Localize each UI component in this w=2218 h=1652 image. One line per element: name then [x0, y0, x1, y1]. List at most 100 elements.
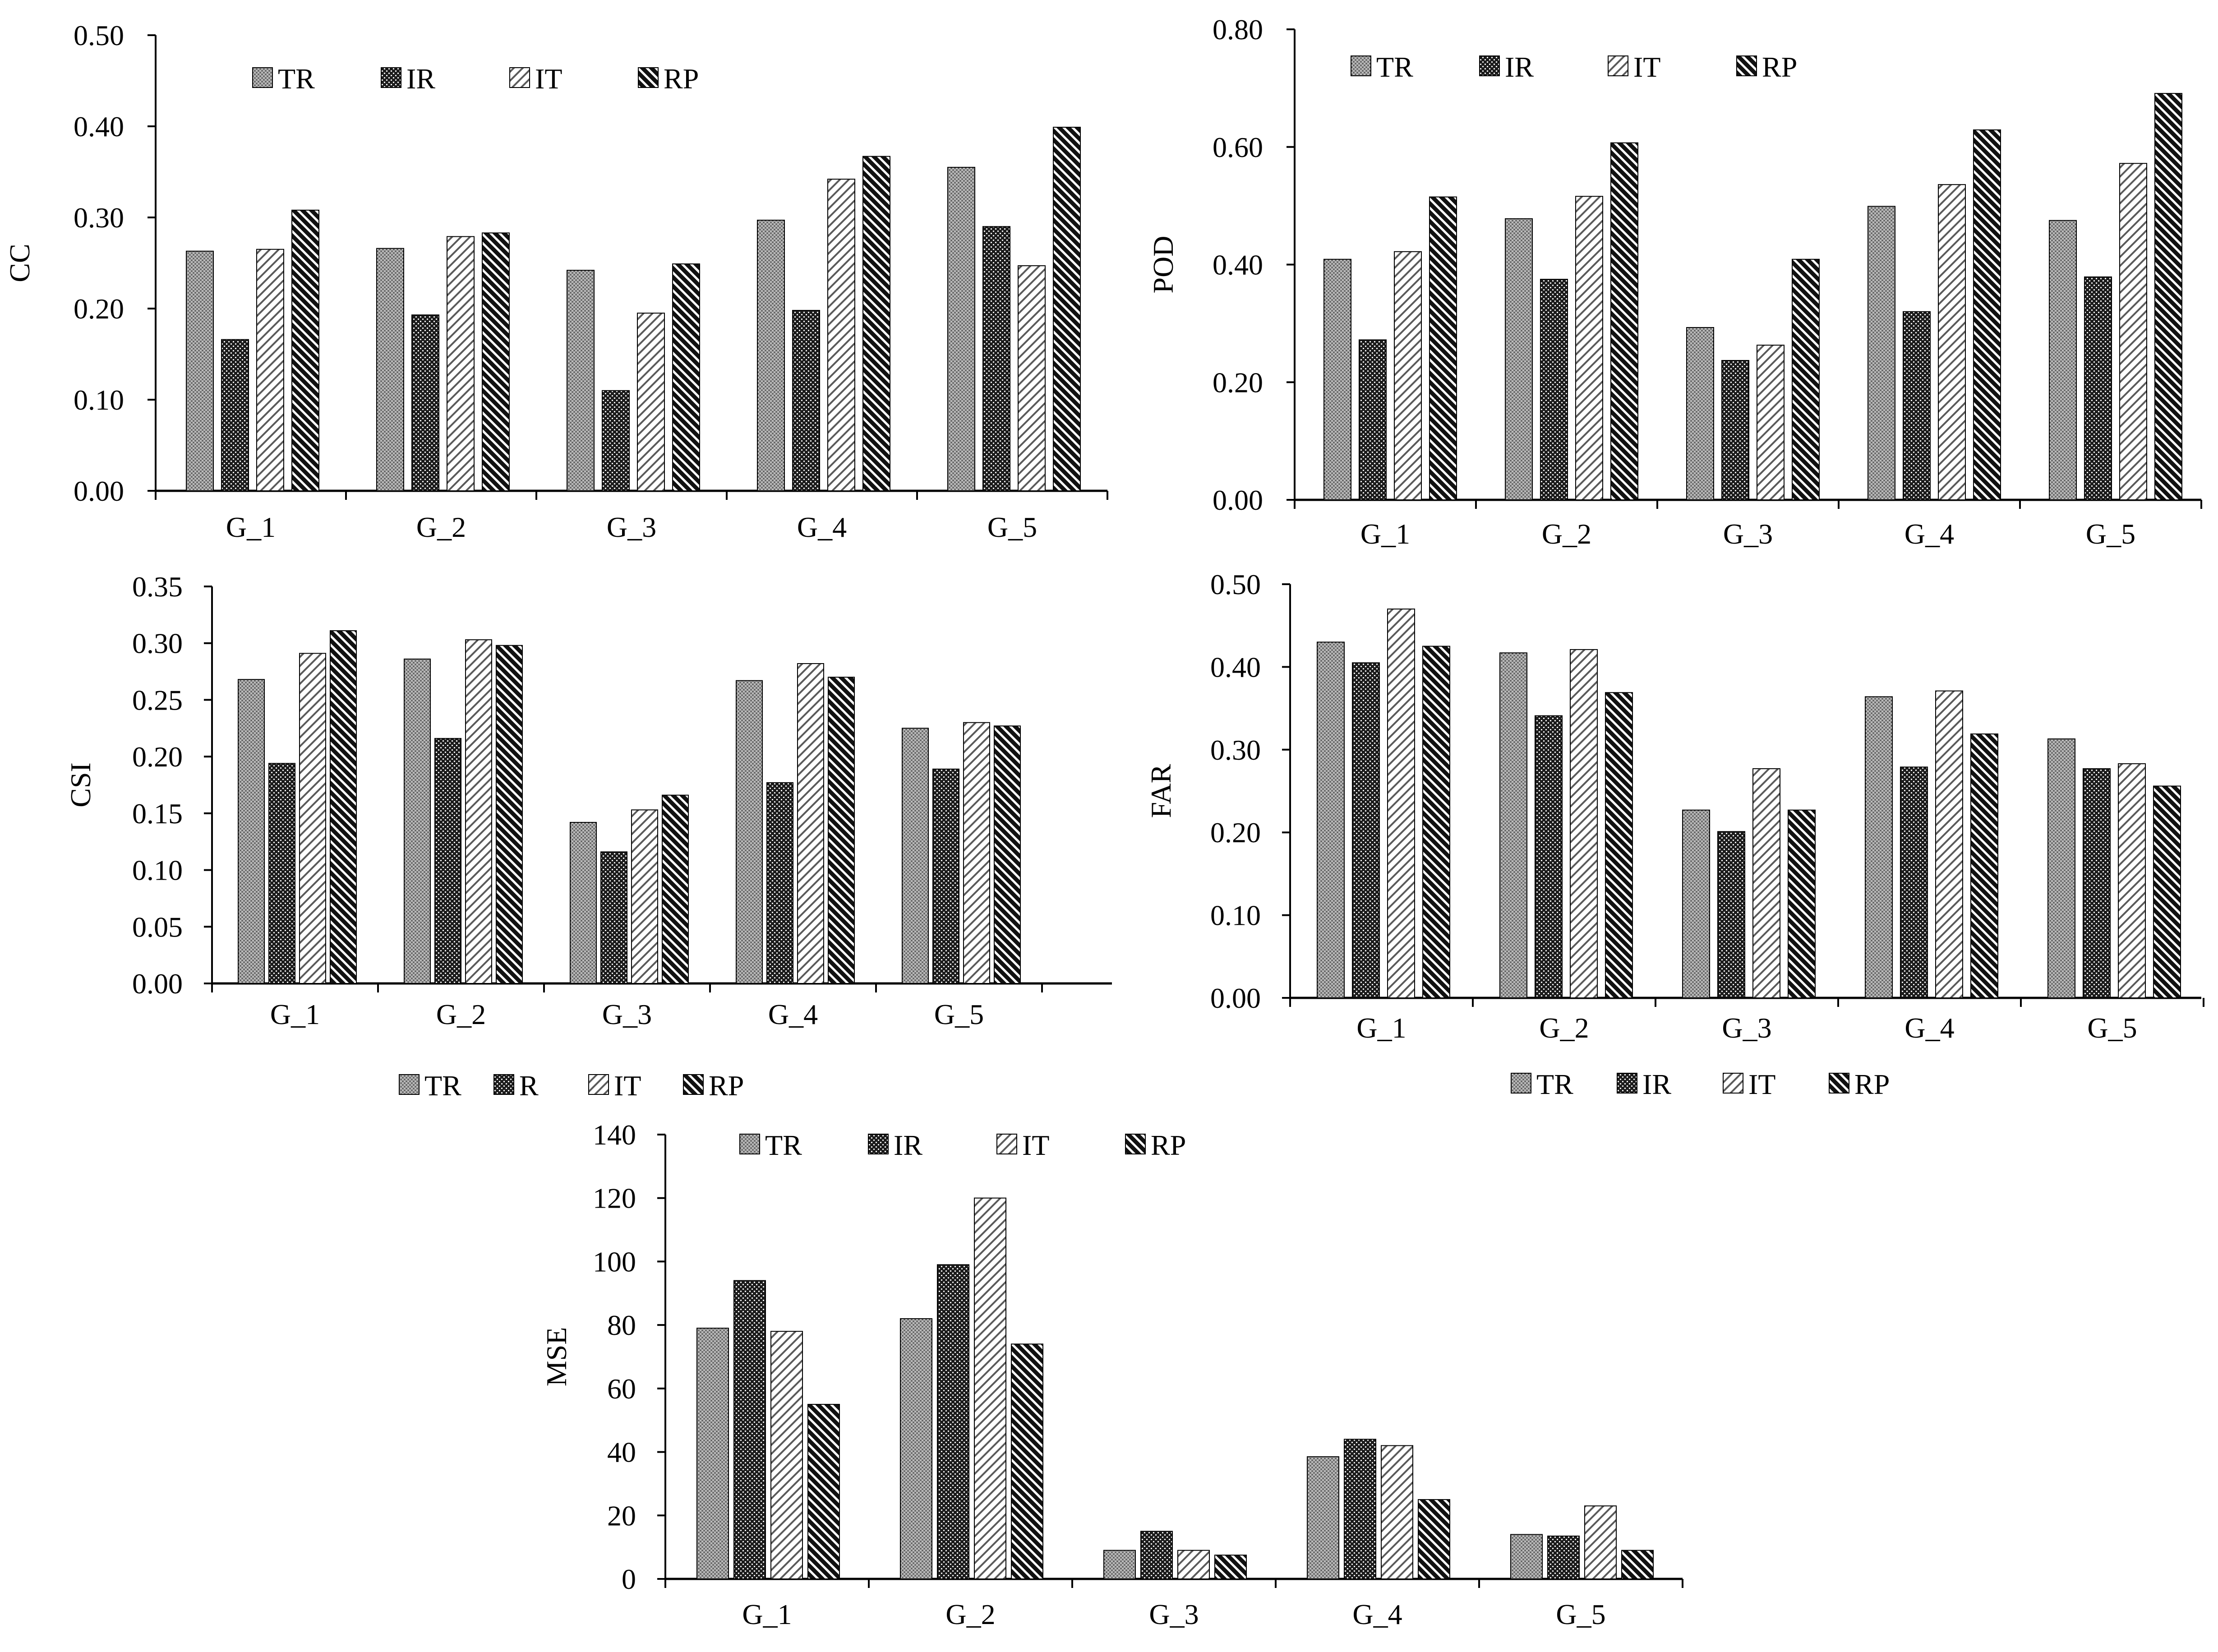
x-tick-label: G_4 — [1904, 518, 1954, 550]
bar-it-g_1 — [770, 1331, 803, 1580]
bar-tr-g_3 — [570, 821, 597, 984]
legend-label-it: IT — [614, 1070, 641, 1102]
y-tick-label: 0.60 — [1213, 131, 1263, 163]
bar-it-g_4 — [827, 179, 855, 492]
legend-swatch-it — [1723, 1073, 1743, 1094]
bar-it-g_3 — [637, 313, 665, 491]
bar-it-g_4 — [797, 663, 824, 984]
legend-label-r: R — [519, 1070, 539, 1102]
bar-rp-g_2 — [496, 645, 523, 984]
bar-tr-g_1 — [238, 679, 265, 984]
y-tick-label: 100 — [593, 1246, 636, 1278]
bar-rp-g_5 — [2154, 93, 2182, 500]
legend-label-it: IT — [535, 63, 562, 95]
bar-r-g_5 — [932, 768, 959, 984]
x-tick-label: G_2 — [416, 511, 466, 543]
bar-rp-g_5 — [994, 725, 1021, 984]
bar-it-g_1 — [299, 653, 326, 984]
bar-it-g_2 — [465, 639, 492, 984]
x-tick-label: G_1 — [270, 998, 320, 1030]
bar-tr-g_2 — [376, 248, 404, 491]
bar-ir-g_1 — [221, 339, 249, 491]
x-tick-label: G_3 — [1149, 1598, 1199, 1630]
legend-label-rp: RP — [709, 1070, 744, 1102]
bar-ir-g_1 — [1359, 339, 1387, 500]
legend-swatch-rp — [683, 1074, 704, 1095]
bar-tr-g_4 — [1307, 1456, 1339, 1579]
bar-tr-g_5 — [2047, 738, 2075, 998]
legend-label-it: IT — [1022, 1129, 1049, 1161]
x-tick-label: G_3 — [607, 511, 656, 543]
x-tick-label: G_3 — [602, 998, 652, 1030]
bar-rp-g_5 — [1621, 1550, 1654, 1579]
legend-label-tr: TR — [1376, 51, 1413, 83]
bar-rp-g_1 — [807, 1404, 840, 1579]
y-tick-label: 0.10 — [1210, 900, 1261, 932]
x-tick-label: G_5 — [2087, 1012, 2137, 1044]
bar-tr-g_1 — [1317, 641, 1345, 998]
bar-tr-g_5 — [1510, 1534, 1543, 1579]
y-tick-label: 0.10 — [132, 854, 183, 886]
bar-tr-g_5 — [902, 728, 929, 984]
y-tick-label: 0.05 — [132, 911, 183, 943]
bar-rp-g_4 — [1973, 129, 2001, 501]
bar-it-g_4 — [1381, 1445, 1413, 1579]
legend-swatch-it — [996, 1134, 1017, 1154]
bar-ir-g_1 — [733, 1280, 766, 1579]
y-tick-label: 140 — [593, 1119, 636, 1151]
y-tick-label: 0.00 — [1210, 982, 1261, 1014]
y-tick-label: 0 — [622, 1563, 636, 1595]
legend-swatch-rp — [1736, 55, 1757, 76]
bar-it-g_3 — [1177, 1550, 1210, 1579]
bar-tr-g_1 — [696, 1328, 729, 1579]
bar-r-g_1 — [268, 763, 295, 984]
bar-rp-g_5 — [1053, 127, 1081, 491]
legend-label-rp: RP — [1151, 1129, 1186, 1161]
bar-rp-g_5 — [2153, 785, 2181, 998]
bar-it-g_2 — [1570, 649, 1598, 998]
y-tick-label: 0.80 — [1213, 14, 1263, 46]
legend-swatch-tr — [1511, 1073, 1531, 1094]
bar-r-g_3 — [600, 851, 627, 984]
bar-it-g_4 — [1935, 690, 1963, 999]
x-tick-label: G_4 — [1352, 1598, 1402, 1630]
bar-ir-g_5 — [2084, 276, 2112, 500]
y-tick-label: 0.40 — [74, 111, 124, 143]
bar-rp-g_1 — [1422, 646, 1450, 999]
bar-tr-g_4 — [1865, 696, 1893, 998]
bar-tr-g_1 — [186, 250, 214, 491]
bar-it-g_2 — [974, 1197, 1006, 1580]
bar-ir-g_3 — [602, 390, 630, 491]
x-tick-label: G_1 — [1360, 518, 1410, 550]
bar-rp-g_2 — [482, 232, 510, 491]
bar-rp-g_4 — [828, 677, 855, 984]
legend-label-tr: TR — [278, 63, 315, 95]
bar-it-g_5 — [2119, 163, 2147, 500]
y-tick-label: 0.25 — [132, 684, 183, 716]
bar-rp-g_3 — [1788, 809, 1816, 998]
y-tick-label: 0.30 — [74, 202, 124, 234]
bar-rp-g_3 — [1792, 258, 1820, 500]
legend-label-it: IT — [1748, 1068, 1775, 1100]
y-axis-title: CC — [4, 244, 36, 282]
legend-label-it: IT — [1633, 51, 1660, 83]
bar-tr-g_3 — [1103, 1550, 1136, 1579]
bar-tr-g_5 — [947, 166, 975, 491]
csi-chart: 0.00 0.05 0.10 0.15 0.20 0.25 0.30 0.35 G_1 G_2 G_… — [65, 571, 1112, 1102]
x-tick-label: G_5 — [987, 511, 1037, 543]
bar-tr-g_4 — [1868, 206, 1895, 500]
bar-r-g_4 — [766, 782, 793, 984]
cc-chart: 0.00 0.10 0.20 0.30 0.40 0.50 G_1 G_2 G_3 G_4 G_5 C… — [4, 19, 1108, 543]
legend-swatch-it — [1608, 55, 1628, 76]
y-tick-label: 0.35 — [132, 571, 183, 603]
x-tick-label: G_5 — [2086, 518, 2135, 550]
x-tick-label: G_1 — [226, 511, 276, 543]
bar-it-g_1 — [1387, 609, 1415, 998]
y-axis-title: FAR — [1145, 764, 1177, 818]
bar-rp-g_3 — [662, 794, 689, 984]
y-tick-label: 0.15 — [132, 798, 183, 830]
bar-rp-g_2 — [1011, 1343, 1043, 1580]
bar-ir-g_4 — [792, 310, 820, 491]
legend-label-ir: IR — [406, 63, 435, 95]
legend-swatch-it — [588, 1074, 609, 1095]
